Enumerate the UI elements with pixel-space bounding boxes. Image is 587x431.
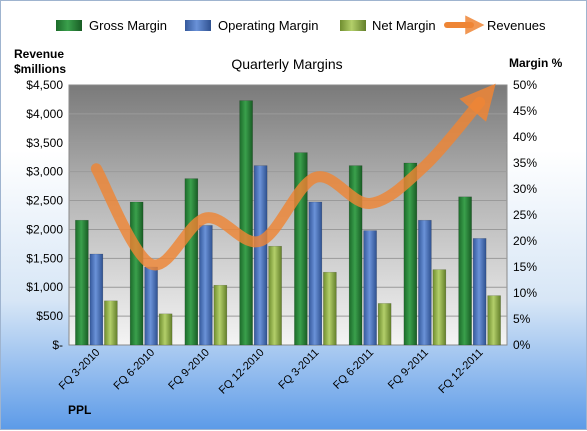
right-tick-label: 20% bbox=[513, 234, 537, 248]
net-margin-bar[interactable] bbox=[158, 313, 173, 346]
operating-margin-bar[interactable] bbox=[144, 266, 158, 346]
legend-label-gross: Gross Margin bbox=[89, 18, 167, 33]
operating-margin-bar[interactable] bbox=[253, 165, 268, 346]
category-label: FQ 12-2011 bbox=[436, 347, 485, 396]
operating-margin-bar[interactable] bbox=[199, 225, 213, 346]
left-tick-label: $4,000 bbox=[26, 107, 63, 121]
net-margin-bar[interactable] bbox=[268, 245, 282, 346]
gross-margin-bar[interactable] bbox=[75, 219, 89, 346]
category-label: FQ 9-2010 bbox=[166, 347, 212, 393]
legend-label-operating: Operating Margin bbox=[218, 18, 318, 33]
right-tick-label: 5% bbox=[513, 312, 531, 326]
gross-margin-bar[interactable] bbox=[239, 100, 253, 346]
revenues-line[interactable] bbox=[90, 83, 496, 271]
category-label: FQ 6-2010 bbox=[112, 347, 158, 393]
left-tick-label: $2,500 bbox=[26, 194, 63, 208]
gross-margin-bar[interactable] bbox=[129, 201, 144, 346]
left-axis-title-line1: Revenue bbox=[14, 47, 64, 61]
net-margin-bar[interactable] bbox=[487, 295, 501, 346]
net-margin-bar[interactable] bbox=[323, 271, 337, 346]
operating-margin-bar[interactable] bbox=[363, 230, 377, 346]
legend-swatch-gross bbox=[56, 20, 82, 31]
category-label: FQ 12-2010 bbox=[217, 347, 267, 397]
legend-swatch-operating bbox=[185, 20, 211, 31]
right-tick-label: 50% bbox=[513, 78, 537, 92]
operating-margin-bar[interactable] bbox=[89, 253, 104, 346]
gross-margin-bar[interactable] bbox=[403, 162, 418, 346]
net-margin-bar[interactable] bbox=[104, 300, 118, 346]
legend: Gross Margin Operating Margin Net Margin… bbox=[56, 15, 546, 35]
chart-title: Quarterly Margins bbox=[231, 56, 342, 72]
right-tick-label: 35% bbox=[513, 156, 537, 170]
left-axis-title-line2: $millions bbox=[14, 62, 66, 76]
operating-margin-bar[interactable] bbox=[418, 219, 432, 346]
left-tick-label: $2,000 bbox=[26, 222, 63, 236]
left-tick-label: $500 bbox=[36, 309, 63, 323]
left-tick-label: $1,500 bbox=[26, 251, 63, 265]
right-tick-label: 25% bbox=[513, 208, 537, 222]
operating-margin-bar[interactable] bbox=[472, 238, 487, 346]
right-tick-label: 0% bbox=[513, 338, 531, 352]
right-tick-label: 15% bbox=[513, 260, 537, 274]
left-tick-label: $3,000 bbox=[26, 165, 63, 179]
company-label: PPL bbox=[68, 403, 91, 417]
legend-label-net: Net Margin bbox=[372, 18, 436, 33]
right-tick-label: 30% bbox=[513, 182, 537, 196]
right-axis-ticks: 0% 5% 10% 15% 20% 25% 30% 35% 40% 45% 50% bbox=[513, 78, 537, 352]
net-margin-bar[interactable] bbox=[213, 284, 228, 346]
right-tick-label: 45% bbox=[513, 104, 537, 118]
category-label: FQ 3-2010 bbox=[57, 347, 103, 393]
operating-margin-bar[interactable] bbox=[308, 201, 323, 346]
revenue-line-series bbox=[90, 83, 496, 271]
legend-item-operating-margin[interactable]: Operating Margin bbox=[185, 18, 318, 33]
left-tick-label: $1,000 bbox=[26, 280, 63, 294]
gross-margin-bar[interactable] bbox=[184, 178, 199, 346]
left-tick-label: $- bbox=[52, 338, 63, 352]
right-tick-label: 10% bbox=[513, 286, 537, 300]
legend-swatch-net bbox=[340, 20, 366, 31]
left-axis-ticks: $- $500 $1,000 $1,500 $2,000 $2,500 $3,000 $3,5… bbox=[26, 78, 63, 352]
legend-item-revenues[interactable]: Revenues bbox=[444, 15, 546, 35]
net-margin-bar[interactable] bbox=[377, 303, 392, 346]
left-tick-label: $3,500 bbox=[26, 136, 63, 150]
legend-item-gross-margin[interactable]: Gross Margin bbox=[56, 18, 167, 33]
legend-item-net-margin[interactable]: Net Margin bbox=[340, 18, 436, 33]
category-axis-labels: FQ 3-2010 FQ 6-2010 FQ 9-2010 FQ 12-2010 FQ … bbox=[57, 347, 486, 397]
category-label: FQ 9-2011 bbox=[386, 347, 431, 392]
category-label: FQ 3-2011 bbox=[276, 347, 321, 392]
legend-label-revenues: Revenues bbox=[487, 18, 546, 33]
left-tick-label: $4,500 bbox=[26, 78, 63, 92]
right-axis-title: Margin % bbox=[509, 56, 563, 70]
net-margin-bar[interactable] bbox=[432, 269, 447, 346]
gross-margin-bar[interactable] bbox=[458, 196, 472, 346]
right-tick-label: 40% bbox=[513, 130, 537, 144]
gross-margin-bar[interactable] bbox=[348, 165, 363, 346]
category-label: FQ 6-2011 bbox=[331, 347, 376, 392]
